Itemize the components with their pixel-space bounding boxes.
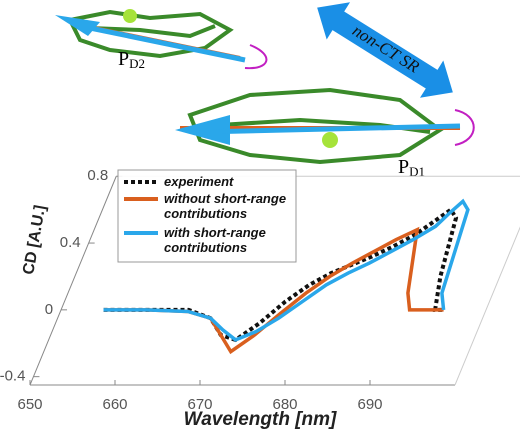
- legend-entry: without short-range contributions: [164, 191, 287, 221]
- legend-entry: with short-range contributions: [164, 225, 266, 255]
- x-tick-label: 690: [357, 396, 382, 413]
- y-tick-label: 0.4: [60, 234, 81, 251]
- x-tick-label: 650: [17, 396, 42, 413]
- y-tick-label: 0.8: [87, 167, 108, 184]
- x-tick-label: 660: [102, 396, 127, 413]
- molecule-pd2: [55, 9, 268, 70]
- x-tick-label: 680: [272, 396, 297, 413]
- legend-text: without short-range contributions: [164, 191, 287, 221]
- legend-text: experiment: [164, 174, 234, 189]
- series-line: [103, 198, 470, 342]
- y-axis-label: CD [A.U.]: [20, 204, 49, 276]
- molecule-pd1: [175, 87, 475, 165]
- x-tick-label: 670: [187, 396, 212, 413]
- legend-entry: experiment: [164, 174, 234, 189]
- label-pd1: PD1: [398, 156, 425, 179]
- legend-text: with short-range contributions: [164, 225, 266, 255]
- label-pd2: PD2: [118, 48, 145, 71]
- frame: [454, 226, 520, 386]
- y-axis: [29, 176, 117, 386]
- plot: -0.4 0 0.4 0.8 650 660 670 680 690 experiment with…: [0, 167, 520, 413]
- legend-box: [117, 169, 297, 263]
- x-axis-label: Wavelength [nm]: [184, 409, 337, 430]
- double-arrow: [317, 2, 453, 98]
- arrow-label: non-CT SR: [349, 21, 423, 77]
- y-tick-label: -0.4: [0, 368, 25, 385]
- y-tick-label: 0: [45, 301, 53, 318]
